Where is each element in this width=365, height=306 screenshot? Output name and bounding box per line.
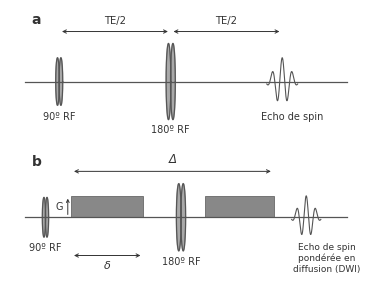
Polygon shape [59, 58, 63, 105]
Text: 90º RF: 90º RF [29, 243, 62, 253]
Polygon shape [170, 43, 175, 120]
Polygon shape [166, 43, 171, 120]
Polygon shape [45, 197, 49, 237]
Text: TE/2: TE/2 [215, 16, 238, 26]
Text: δ: δ [104, 261, 111, 271]
Bar [205, 196, 274, 217]
Text: 180º RF: 180º RF [162, 257, 200, 267]
Text: Echo de spin: Echo de spin [261, 112, 324, 122]
Text: G: G [56, 202, 63, 211]
Bar [71, 196, 143, 217]
Text: 90º RF: 90º RF [43, 112, 76, 122]
Text: 180º RF: 180º RF [151, 125, 190, 135]
Text: b: b [32, 155, 42, 169]
Text: Δ: Δ [168, 153, 176, 166]
Text: Echo de spin
pondérée en
diffusion (DWI): Echo de spin pondérée en diffusion (DWI) [293, 243, 361, 274]
Polygon shape [176, 184, 181, 251]
Polygon shape [42, 197, 46, 237]
Polygon shape [56, 58, 59, 105]
Text: a: a [32, 13, 41, 28]
Text: TE/2: TE/2 [104, 16, 126, 26]
Polygon shape [181, 184, 186, 251]
